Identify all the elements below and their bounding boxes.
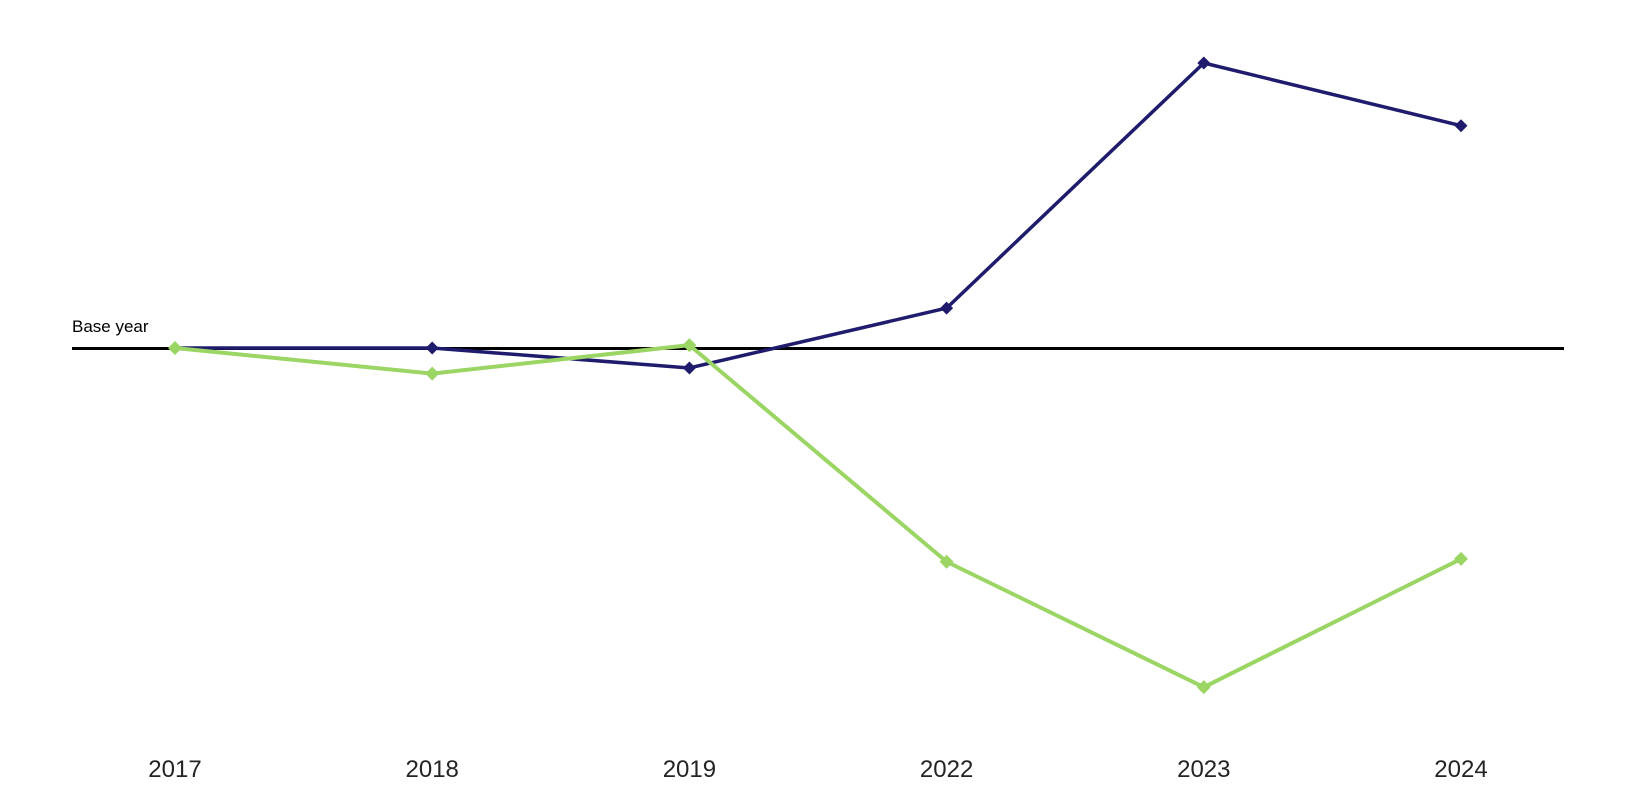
light-green-series-marker-2017[interactable] xyxy=(168,341,182,355)
dark-blue-series-marker-2024[interactable] xyxy=(1454,119,1468,133)
base-year-label: Base year xyxy=(72,317,149,336)
light-green-series-marker-2024[interactable] xyxy=(1454,551,1468,566)
x-axis-label-2024: 2024 xyxy=(1434,756,1488,783)
light-green-series-marker-2019[interactable] xyxy=(682,338,697,353)
x-axis-label-2019: 2019 xyxy=(662,756,717,783)
light-green-series-marker-2018[interactable] xyxy=(425,366,440,381)
dark-blue-series-marker-2023[interactable] xyxy=(1197,56,1211,70)
dark-blue-series-marker-2019[interactable] xyxy=(682,361,696,375)
light-green-series-line[interactable] xyxy=(173,343,1463,690)
dark-blue-series-marker-2022[interactable] xyxy=(940,301,954,315)
x-axis-label-2022: 2022 xyxy=(919,756,974,783)
light-green-series-marker-2023[interactable] xyxy=(1196,680,1211,695)
dark-blue-series-line[interactable] xyxy=(173,61,1463,370)
light-green-series-marker-2022[interactable] xyxy=(939,554,954,569)
x-axis-label-2017: 2017 xyxy=(148,756,202,783)
x-axis-label-2018: 2018 xyxy=(405,756,459,783)
x-axis-label-2023: 2023 xyxy=(1177,756,1231,783)
dark-blue-series-marker-2018[interactable] xyxy=(425,341,439,355)
